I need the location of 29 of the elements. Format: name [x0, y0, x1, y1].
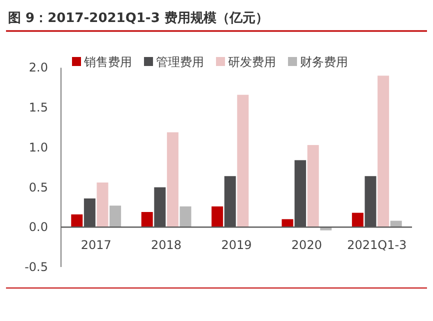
bar — [237, 94, 249, 228]
y-tick-label: -0.5 — [24, 260, 48, 274]
bar — [352, 212, 364, 228]
y-tick-label: 1.5 — [28, 100, 48, 115]
y-tick-label: 0.5 — [28, 180, 48, 194]
y-tick-label: 0.0 — [28, 220, 48, 234]
legend-label: 财务费用 — [300, 55, 348, 69]
bar — [166, 132, 178, 228]
x-tick-label: 2018 — [151, 238, 182, 252]
legend-label: 销售费用 — [83, 55, 132, 69]
bar — [71, 214, 83, 228]
bar — [307, 145, 319, 228]
bar — [282, 219, 294, 228]
bar — [96, 182, 108, 228]
bar — [212, 206, 224, 228]
bar — [320, 227, 332, 230]
x-tick-label: 2020 — [291, 238, 322, 252]
bar — [110, 206, 122, 228]
x-tick-label: 2021Q1-3 — [347, 238, 407, 252]
legend-label: 研发费用 — [228, 55, 276, 69]
x-tick-label: 2019 — [221, 238, 252, 252]
bar — [378, 76, 390, 228]
y-tick-label: 2.0 — [28, 60, 48, 75]
x-tick-label: 2017 — [80, 238, 112, 252]
bar — [180, 206, 192, 228]
y-tick-label: 1.0 — [28, 140, 48, 154]
legend-label: 管理费用 — [156, 55, 204, 69]
chart-title: 图 9：2017-2021Q1-3 费用规模（亿元） — [8, 11, 268, 26]
bar — [141, 212, 153, 228]
